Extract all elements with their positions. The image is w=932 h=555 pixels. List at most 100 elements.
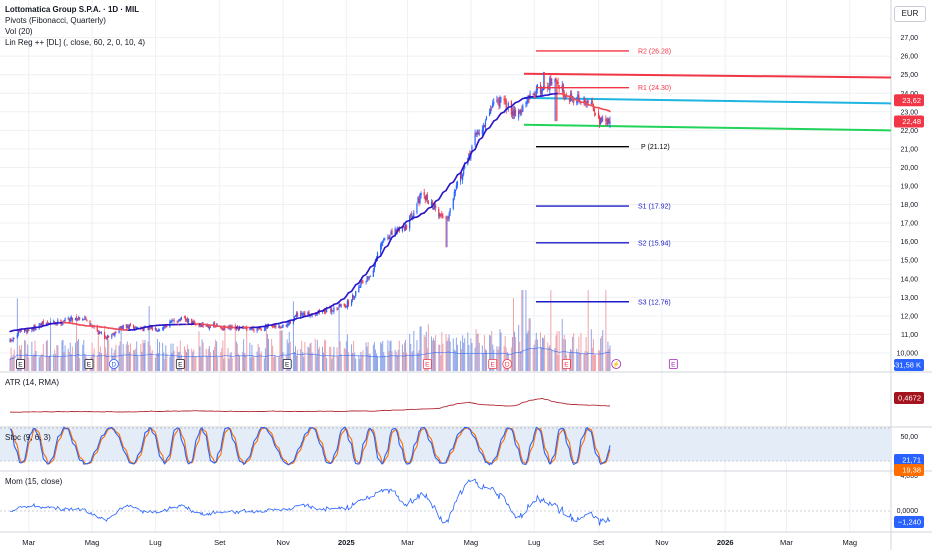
event-marker-1[interactable]: E	[85, 360, 93, 369]
price-axis-tick: 25,00	[900, 72, 918, 79]
event-marker-4[interactable]: E	[283, 360, 291, 369]
volume-bar	[543, 338, 544, 371]
volume-bar	[558, 355, 559, 371]
candle-body	[424, 192, 425, 195]
volume-bar	[359, 359, 360, 371]
volume-bar	[366, 342, 367, 371]
volume-bar	[198, 331, 199, 371]
volume-bar	[135, 348, 136, 371]
candle-body	[440, 214, 441, 215]
candle-body	[173, 320, 174, 322]
event-marker-8[interactable]: E	[562, 360, 570, 369]
volume-bar	[471, 343, 472, 371]
volume-bar	[203, 342, 204, 371]
candle-body	[519, 110, 520, 113]
mom-pane-label[interactable]: Mom (15, close)	[5, 477, 62, 487]
candle-body	[576, 101, 577, 103]
candle-body	[391, 231, 392, 235]
candle-body	[419, 194, 420, 203]
candle-body	[85, 317, 86, 320]
event-marker-5[interactable]: E	[423, 360, 431, 369]
volume-bar	[10, 359, 11, 371]
price-badge-last[interactable]: 22,48	[894, 115, 924, 127]
price-axis-tick: 10,000	[897, 350, 919, 357]
volume-bar	[580, 333, 581, 371]
volume-bar	[238, 354, 239, 371]
volume-bar	[450, 341, 451, 371]
volume-bar	[56, 345, 57, 371]
candle-body	[26, 331, 27, 333]
time-axis-tick: Nov	[655, 538, 669, 547]
candle-body	[387, 237, 388, 238]
volume-bar	[26, 354, 27, 371]
price-axis-tick: 17,00	[900, 221, 918, 228]
atr-pane-label[interactable]: ATR (14, RMA)	[5, 378, 59, 388]
event-marker-6[interactable]: E	[489, 360, 497, 369]
volume-bar	[373, 345, 374, 371]
candle-body	[127, 326, 128, 328]
volume-badge[interactable]: 531,58 K	[891, 359, 924, 371]
symbol-title[interactable]: Lottomatica Group S.P.A. · 1D · MIL	[5, 5, 139, 15]
candle-body	[525, 103, 526, 104]
event-marker-0[interactable]: E	[16, 360, 24, 369]
candle-body	[347, 301, 348, 307]
price-badge-linreg[interactable]: 23,62	[894, 94, 924, 106]
volume-bar	[395, 350, 396, 371]
atr-badge[interactable]: 0,4672	[894, 392, 924, 404]
volume-bar	[280, 331, 281, 372]
volume-bar	[384, 356, 385, 371]
volume-bar	[208, 349, 209, 371]
price-axis-tick: 13,00	[900, 295, 918, 302]
pivot-label-3: S1 (17.92)	[638, 204, 671, 211]
svg-text:E: E	[285, 362, 290, 369]
candle-body	[404, 228, 405, 230]
stoch-pane-label[interactable]: Stoc (9, 6, 3)	[5, 433, 51, 443]
candle-body	[370, 276, 371, 277]
volume-bar	[370, 354, 371, 371]
candle-body	[478, 131, 479, 134]
currency-button[interactable]: EUR	[894, 6, 926, 22]
candle-body	[479, 133, 480, 134]
indicator-volume-label[interactable]: Vol (20)	[5, 27, 33, 37]
volume-bar	[607, 342, 608, 371]
volume-bar	[442, 344, 443, 371]
volume-bar	[520, 351, 521, 371]
volume-bar	[470, 338, 471, 371]
volume-bar	[571, 350, 572, 371]
candle-body	[163, 326, 164, 329]
momentum-badge[interactable]: −1,240	[894, 516, 924, 528]
candle-body	[199, 325, 200, 326]
candle-body	[383, 239, 384, 241]
volume-bar	[253, 357, 254, 371]
volume-bar	[295, 346, 296, 371]
event-marker-2[interactable]: D	[109, 360, 118, 369]
volume-bar	[213, 350, 214, 371]
stoch-d-badge[interactable]: 19,38	[894, 464, 924, 476]
candle-body	[420, 193, 421, 195]
candle-body	[410, 214, 411, 216]
event-marker-7[interactable]: D	[503, 360, 512, 369]
pivot-label-2: P (21.12)	[641, 144, 670, 151]
candle-body	[352, 295, 353, 300]
volume-bar	[525, 290, 526, 371]
volume-bar	[107, 339, 108, 371]
event-marker-3[interactable]: E	[176, 360, 184, 369]
indicator-pivots-label[interactable]: Pivots (Fibonacci, Quarterly)	[5, 16, 106, 26]
volume-bar	[140, 344, 141, 371]
volume-bar	[513, 298, 514, 371]
volume-bar	[411, 352, 412, 371]
volume-bar	[43, 344, 44, 371]
price-axis-tick: 27,00	[900, 35, 918, 42]
candle-body	[221, 328, 222, 329]
candle-body	[192, 321, 193, 324]
candle-body	[41, 323, 42, 325]
event-marker-9[interactable]: ⚡	[612, 360, 621, 369]
indicator-linreg-label[interactable]: Lin Reg ++ [DL] (, close, 60, 2, 0, 10, …	[5, 38, 145, 48]
event-marker-10[interactable]: E	[669, 360, 677, 369]
candle-body	[31, 329, 32, 330]
volume-bar	[145, 340, 146, 371]
volume-bar	[540, 332, 541, 371]
candle-body	[355, 291, 356, 296]
candle-body	[416, 204, 417, 213]
